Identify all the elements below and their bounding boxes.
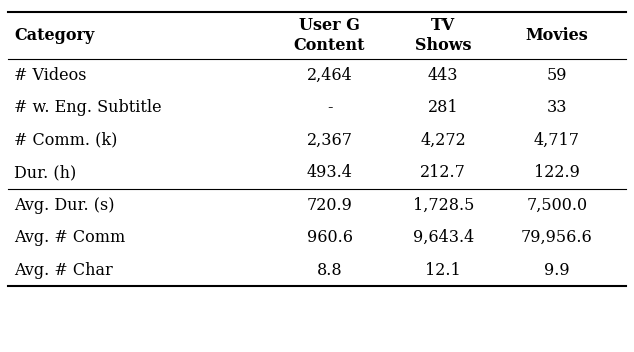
Text: 960.6: 960.6: [307, 229, 353, 246]
Text: # Videos: # Videos: [14, 67, 86, 84]
Text: Dur. (h): Dur. (h): [14, 164, 76, 181]
Text: 9.9: 9.9: [544, 262, 570, 279]
Text: 443: 443: [428, 67, 458, 84]
Text: Avg. # Char: Avg. # Char: [14, 262, 113, 279]
Text: Avg. Dur. (s): Avg. Dur. (s): [14, 197, 115, 214]
Text: 7,500.0: 7,500.0: [526, 197, 588, 214]
Text: 4,717: 4,717: [534, 132, 580, 149]
Text: 720.9: 720.9: [307, 197, 353, 214]
Text: 281: 281: [428, 99, 458, 116]
Text: 2,367: 2,367: [307, 132, 353, 149]
Text: Movies: Movies: [526, 27, 588, 44]
Text: 2,464: 2,464: [307, 67, 353, 84]
Text: 12.1: 12.1: [425, 262, 461, 279]
Text: Category: Category: [14, 27, 94, 44]
Text: 493.4: 493.4: [307, 164, 353, 181]
Text: # w. Eng. Subtitle: # w. Eng. Subtitle: [14, 99, 162, 116]
Text: 33: 33: [547, 99, 567, 116]
Text: 4,272: 4,272: [420, 132, 466, 149]
Text: 8.8: 8.8: [317, 262, 342, 279]
Text: 79,956.6: 79,956.6: [521, 229, 593, 246]
Text: 1,728.5: 1,728.5: [413, 197, 474, 214]
Text: Avg. # Comm: Avg. # Comm: [14, 229, 126, 246]
Text: 122.9: 122.9: [534, 164, 580, 181]
Text: User G
Content: User G Content: [294, 17, 365, 54]
Text: 9,643.4: 9,643.4: [413, 229, 474, 246]
Text: -: -: [327, 99, 332, 116]
Text: 212.7: 212.7: [420, 164, 466, 181]
Text: 59: 59: [547, 67, 567, 84]
Text: # Comm. (k): # Comm. (k): [14, 132, 117, 149]
Text: TV
Shows: TV Shows: [415, 17, 472, 54]
